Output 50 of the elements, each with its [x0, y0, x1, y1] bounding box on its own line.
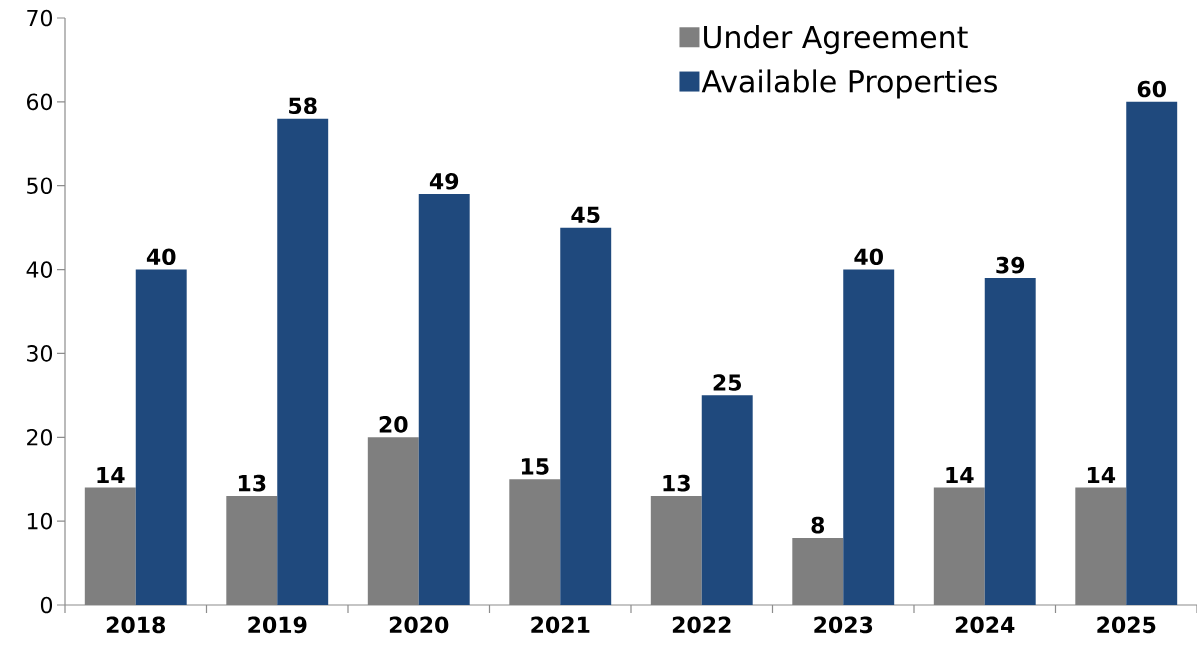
bar	[650, 495, 702, 605]
x-tick-label: 2019	[248, 616, 307, 634]
data-label: 40	[854, 248, 883, 266]
bar	[560, 227, 612, 605]
data-label: 49	[429, 172, 459, 190]
legend-label: Under Agreement	[704, 25, 968, 55]
bar	[792, 537, 844, 605]
bar	[135, 269, 187, 605]
bar	[277, 118, 329, 605]
bar	[1075, 487, 1127, 605]
bar	[984, 277, 1036, 605]
y-tick-label: 10	[27, 512, 53, 530]
data-label: 13	[238, 474, 266, 492]
data-label: 8	[811, 516, 825, 534]
data-label: 60	[1137, 80, 1166, 98]
bar	[701, 395, 753, 605]
y-tick-label: 20	[27, 428, 53, 446]
bar	[843, 269, 895, 605]
x-tick-label: 2022	[672, 616, 731, 634]
y-tick-label: 40	[26, 261, 53, 278]
x-tick-label: 2021	[531, 616, 590, 634]
bar	[933, 487, 985, 605]
bar	[367, 437, 419, 605]
data-label: 14	[1087, 467, 1116, 484]
bar	[84, 487, 136, 605]
data-label: 20	[379, 416, 408, 433]
bar	[1126, 101, 1178, 605]
data-label: 45	[571, 206, 600, 224]
bar	[418, 194, 470, 605]
y-tick-label: 30	[27, 345, 53, 362]
data-label: 14	[97, 467, 125, 484]
x-tick-label: 2025	[1097, 616, 1156, 634]
x-tick-label: 2020	[389, 616, 449, 634]
bar	[226, 495, 278, 605]
bar	[509, 479, 561, 605]
data-label: 39	[996, 256, 1025, 274]
data-label: 13	[663, 474, 690, 492]
y-tick-label: 0	[40, 596, 53, 614]
y-tick-label: 60	[27, 93, 53, 111]
x-tick-label: 2023	[814, 616, 873, 634]
data-label: 58	[289, 97, 317, 115]
x-tick-label: 2018	[106, 616, 166, 634]
x-tick-label: 2024	[955, 616, 1015, 634]
data-label: 40	[146, 248, 176, 266]
legend-label: Available Properties	[701, 69, 997, 99]
data-label: 25	[713, 374, 741, 391]
data-label: 14	[946, 467, 974, 484]
data-label: 15	[521, 458, 549, 475]
y-tick-label: 70	[27, 9, 53, 27]
y-tick-label: 50	[27, 177, 53, 195]
